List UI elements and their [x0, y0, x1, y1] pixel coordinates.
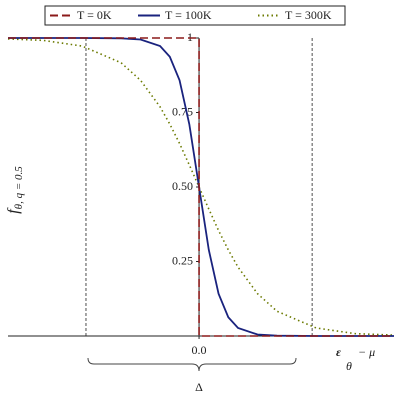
x-tick-label: 0.0: [192, 343, 207, 357]
x-label-rest: − μ: [358, 345, 375, 359]
x-label-sub: θ: [346, 359, 352, 373]
series-line: [8, 37, 394, 337]
y-label-sub: θ, q = 0.5: [13, 166, 25, 210]
brace: [87, 357, 297, 372]
legend-label: T = 0K: [77, 8, 112, 22]
legend-label: T = 100K: [165, 8, 212, 22]
series-line: [8, 37, 394, 337]
y-tick-label: 0.25: [172, 253, 193, 267]
y-label-main: f: [5, 207, 22, 214]
y-tick-label: 0.75: [172, 104, 193, 118]
y-axis-label: fθ, q = 0.5: [5, 166, 25, 214]
legend-box: [44, 5, 346, 26]
y-tick-label: 0.50: [172, 179, 193, 193]
series-line: [7, 38, 395, 336]
x-label-main: ε: [336, 345, 341, 359]
legend-label: T = 300K: [285, 8, 332, 22]
y-tick-label: 1: [187, 30, 193, 44]
annotation: Δ: [195, 380, 203, 394]
